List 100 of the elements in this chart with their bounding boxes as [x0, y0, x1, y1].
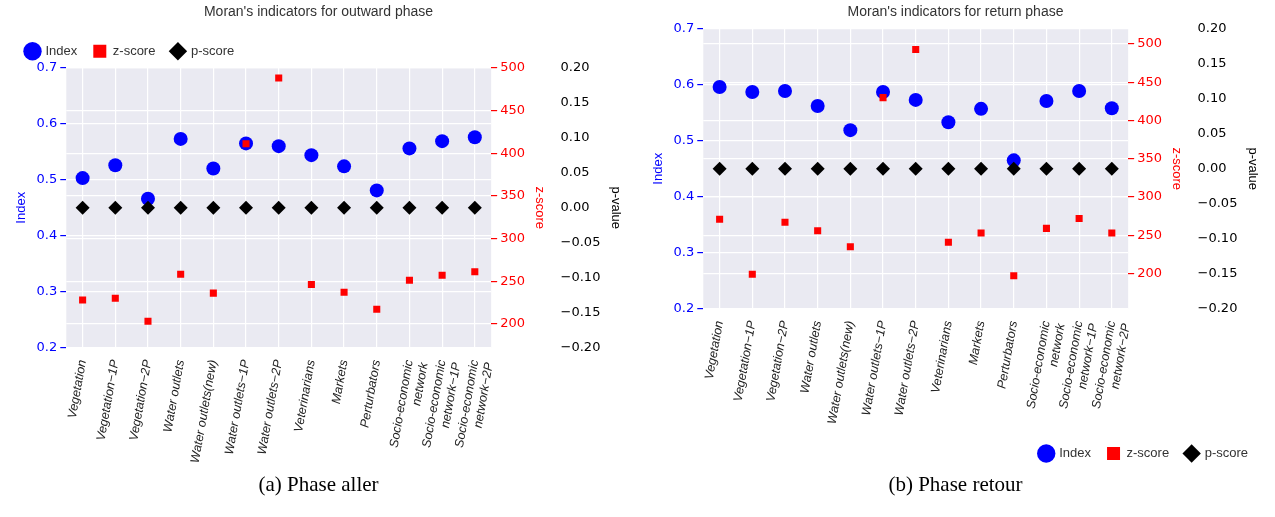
point	[275, 74, 283, 82]
y-tick-label: 0.4	[36, 227, 58, 243]
point	[108, 158, 123, 173]
y3-tick-label: −0.05	[1197, 195, 1238, 211]
point	[1075, 214, 1083, 222]
y3-axis-title: p-value	[608, 186, 624, 230]
y3-tick-label: −0.15	[560, 304, 601, 320]
point	[1039, 94, 1054, 109]
y2-tick-label: 250	[1137, 226, 1162, 242]
point	[111, 294, 119, 302]
y2-tick-label: 300	[1137, 188, 1162, 204]
point	[340, 288, 348, 296]
text: (a) Phase aller	[257, 472, 380, 497]
point	[337, 159, 352, 174]
y2-tick-label: 200	[500, 315, 525, 331]
point	[471, 268, 479, 276]
y3-tick-label: 0.10	[1197, 90, 1227, 106]
x-tick-label: Markets	[328, 358, 351, 405]
point	[814, 227, 822, 235]
y2-tick-label: 500	[1137, 35, 1162, 51]
y2-tick-label: 350	[500, 187, 525, 203]
x-tick-label: Water outlets(new)	[824, 319, 857, 426]
y3-tick-label: −0.05	[560, 234, 601, 250]
y-tick-label: 0.6	[36, 115, 58, 131]
y2-tick-label: 200	[1137, 264, 1162, 280]
y3-tick-label: 0.00	[560, 199, 590, 215]
point	[777, 83, 792, 98]
point	[75, 171, 90, 186]
point	[712, 80, 727, 95]
point	[941, 115, 956, 130]
point	[206, 161, 221, 176]
y2-tick-label: 450	[1137, 73, 1162, 89]
point	[748, 270, 756, 278]
x-tick-label: Water outlets(new)	[187, 358, 220, 465]
point	[438, 271, 446, 279]
legend-label: z-score	[1126, 445, 1170, 461]
point	[1010, 272, 1018, 280]
point	[79, 296, 87, 304]
point	[879, 94, 887, 102]
point	[307, 281, 315, 289]
point	[467, 130, 482, 145]
y3-tick-label: 0.05	[1197, 125, 1227, 141]
x-tick-label: Water outlets−2P	[891, 319, 923, 417]
point	[1042, 224, 1050, 232]
x-tick-label: Vegetation	[64, 358, 90, 420]
y3-tick-label: 0.15	[1197, 55, 1227, 71]
point	[977, 229, 985, 237]
text: (b) Phase retour	[887, 472, 1024, 497]
x-tick-label: Water outlets−1P	[221, 358, 253, 456]
legend-label: Index	[45, 42, 78, 58]
point	[435, 134, 450, 149]
point	[908, 92, 923, 107]
point	[716, 215, 724, 223]
y-tick-label: 0.6	[673, 76, 695, 92]
point	[1104, 101, 1119, 116]
y3-tick-label: 0.15	[560, 94, 590, 110]
y3-tick-label: −0.15	[1197, 265, 1238, 281]
point	[912, 45, 920, 53]
point	[843, 123, 858, 138]
y-tick-label: 0.2	[673, 300, 695, 316]
y-tick-label: 0.7	[673, 20, 695, 36]
point	[144, 317, 152, 325]
y2-tick-label: 400	[500, 144, 525, 160]
y3-tick-label: 0.20	[1197, 20, 1227, 36]
x-tick-label: Vegetation−2P	[763, 319, 792, 403]
point	[173, 131, 188, 146]
y2-tick-label: 250	[500, 272, 525, 288]
y2-tick-label: 500	[500, 59, 525, 75]
y-tick-label: 0.4	[673, 188, 695, 204]
y2-tick-label: 350	[1137, 150, 1162, 166]
y-axis-title: Index	[13, 191, 29, 224]
y2-axis-title: z-score	[533, 186, 549, 230]
y3-tick-label: 0.00	[1197, 160, 1227, 176]
y3-tick-label: −0.20	[560, 339, 601, 355]
y-tick-label: 0.2	[36, 339, 58, 355]
x-tick-label: Vegetation−2P	[126, 358, 155, 442]
y-tick-label: 0.3	[673, 244, 695, 260]
point	[1108, 229, 1116, 237]
point	[944, 238, 952, 246]
x-tick-label: Perturbators	[357, 358, 384, 429]
chart-title: Moran's indicators for outward phase	[203, 3, 434, 20]
x-tick-label: Perturbators	[994, 319, 1021, 390]
y3-tick-label: 0.05	[560, 164, 590, 180]
point	[846, 243, 854, 251]
chart-title: Moran's indicators for return phase	[847, 3, 1064, 20]
x-tick-label: Veterinarians	[291, 358, 318, 434]
point	[745, 85, 760, 100]
y3-tick-label: −0.10	[560, 269, 601, 285]
y3-tick-label: −0.20	[1197, 300, 1238, 316]
y3-tick-label: −0.10	[1197, 230, 1238, 246]
y2-tick-label: 300	[500, 229, 525, 245]
y2-tick-label: 450	[500, 101, 525, 117]
y2-axis-title: z-score	[1170, 147, 1186, 191]
y2-tick-label: 400	[1137, 111, 1162, 127]
legend-label: z-score	[112, 42, 156, 58]
point	[1072, 83, 1087, 98]
point	[177, 270, 185, 278]
x-tick-label: Water outlets	[160, 358, 188, 434]
y-tick-label: 0.3	[36, 283, 58, 299]
x-tick-label: Water outlets−2P	[254, 358, 286, 456]
